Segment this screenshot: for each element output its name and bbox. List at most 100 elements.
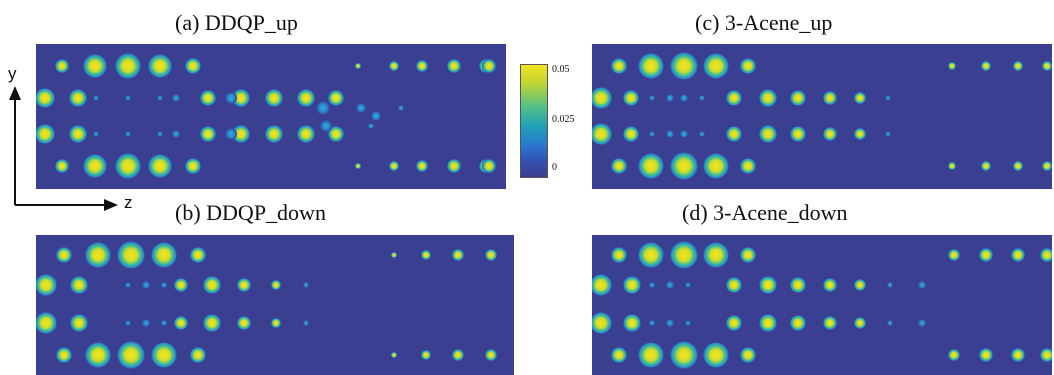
density-blob (918, 319, 926, 327)
density-blob (592, 312, 612, 334)
density-blob (948, 62, 956, 70)
density-blob (356, 103, 366, 113)
density-blob (36, 88, 55, 108)
panel-title-c: (c) 3-Acene_up (695, 10, 833, 35)
density-blob (485, 249, 497, 261)
density-blob (190, 247, 206, 263)
density-blob (649, 131, 655, 137)
density-blob (823, 316, 837, 330)
density-blob (151, 342, 177, 368)
density-blob (670, 152, 698, 180)
density-blob (981, 161, 991, 171)
density-blob (36, 274, 57, 296)
density-blob (854, 92, 866, 104)
density-panel-ddqp-down (36, 235, 514, 375)
density-blob (125, 95, 131, 101)
density-blob (125, 131, 131, 137)
density-blob (623, 314, 641, 332)
density-blob (55, 159, 69, 173)
density-blob (740, 158, 756, 174)
density-blob (389, 161, 399, 171)
density-blob (320, 120, 332, 132)
density-blob (790, 126, 806, 142)
density-blob (174, 278, 188, 292)
density-blob (303, 282, 309, 288)
density-blob (703, 53, 729, 79)
density-blob (726, 90, 742, 106)
colorbar-mid-label: 0.025 (552, 114, 575, 125)
density-blob (1040, 348, 1052, 362)
density-blob (190, 347, 206, 363)
density-blob (93, 131, 99, 137)
density-blob (225, 92, 237, 104)
density-blob (611, 58, 627, 74)
density-blob (887, 282, 893, 288)
density-blob (371, 111, 381, 121)
density-blob (885, 95, 891, 101)
density-blob (36, 124, 55, 144)
density-blob (611, 347, 627, 363)
density-blob (485, 349, 497, 361)
density-blob (185, 158, 201, 174)
density-blob (854, 128, 866, 140)
density-blob (699, 95, 705, 101)
density-blob (69, 125, 87, 143)
density-blob (823, 127, 837, 141)
density-blob (174, 316, 188, 330)
density-blob (151, 242, 177, 268)
density-blob (611, 247, 627, 263)
colorbar (520, 64, 548, 178)
density-blob (790, 315, 806, 331)
density-blob (148, 54, 172, 78)
density-blob (981, 61, 991, 71)
density-blob (666, 94, 674, 102)
density-blob (316, 101, 330, 115)
density-blob (726, 277, 742, 293)
density-blob (416, 160, 428, 172)
density-blob (237, 316, 251, 330)
density-blob (592, 274, 612, 296)
density-blob (85, 342, 111, 368)
density-blob (232, 125, 250, 143)
density-blob (172, 130, 180, 138)
density-panel-3acene-up (592, 44, 1052, 189)
density-blob (759, 276, 777, 294)
density-blob (623, 276, 641, 294)
density-blob (185, 58, 201, 74)
density-blob (389, 61, 399, 71)
density-blob (623, 126, 639, 142)
density-blob (157, 95, 163, 101)
density-blob (948, 349, 960, 361)
density-blob (303, 320, 309, 326)
panel-title-d: (d) 3-Acene_down (682, 200, 848, 225)
density-blob (948, 249, 960, 261)
density-blob (271, 318, 281, 328)
density-blob (237, 278, 251, 292)
density-blob (421, 350, 431, 360)
density-blob (200, 126, 216, 142)
density-blob (148, 154, 172, 178)
density-blob (666, 130, 674, 138)
colorbar-max-label: 0.05 (552, 64, 570, 75)
density-blob (680, 130, 688, 138)
density-blob (885, 131, 891, 137)
panel-title-a: (a) DDQP_up (175, 10, 298, 35)
density-blob (854, 279, 866, 291)
density-blob (1042, 161, 1052, 171)
density-blob (790, 277, 806, 293)
density-blob (225, 128, 237, 140)
axis-arrows (9, 86, 118, 211)
density-blob (56, 247, 72, 263)
density-blob (328, 90, 344, 106)
density-blob (685, 320, 691, 326)
density-blob (759, 89, 777, 107)
density-blob (115, 153, 141, 179)
y-axis-label: y (8, 64, 17, 83)
density-blob (93, 95, 99, 101)
density-blob (666, 319, 674, 327)
density-blob (452, 349, 464, 361)
density-blob (117, 241, 145, 269)
density-blob (125, 282, 131, 288)
density-blob (161, 282, 167, 288)
density-blob (265, 125, 283, 143)
